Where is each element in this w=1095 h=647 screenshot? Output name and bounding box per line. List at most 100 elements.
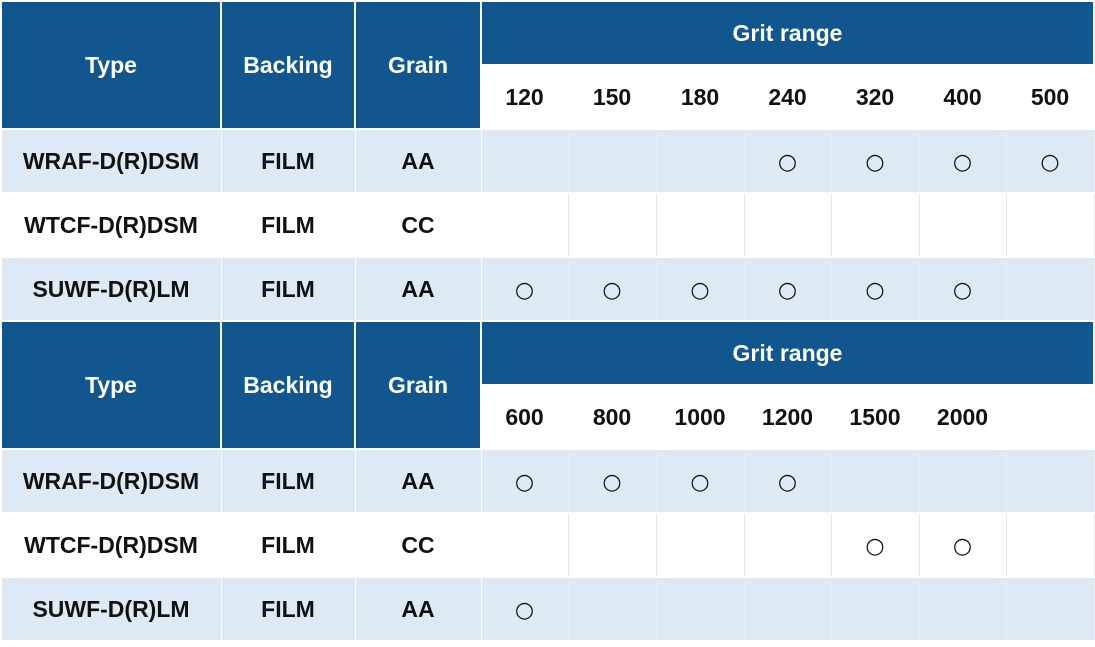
available-circle-icon: ○ xyxy=(690,469,710,495)
grit-value-header: 1200 xyxy=(743,384,832,450)
grit-value-header: 500 xyxy=(1004,64,1095,130)
availability-cell xyxy=(1005,576,1095,642)
grain-cell: CC xyxy=(354,512,482,578)
available-circle-icon: ○ xyxy=(1040,149,1060,175)
type-column-header: Type xyxy=(0,320,222,450)
availability-cell: ○ xyxy=(743,256,832,322)
availability-cell: ○ xyxy=(567,256,657,322)
grain-column-header: Grain xyxy=(354,0,482,130)
grit-value-header: 1500 xyxy=(830,384,920,450)
availability-cell xyxy=(480,128,569,194)
availability-cell xyxy=(1005,256,1095,322)
availability-cell xyxy=(567,576,657,642)
availability-cell: ○ xyxy=(830,512,920,578)
backing-column-header: Backing xyxy=(220,0,356,130)
availability-cell: ○ xyxy=(655,256,745,322)
availability-cell: ○ xyxy=(918,512,1007,578)
type-cell: WTCF-D(R)DSM xyxy=(0,192,222,258)
grit-range-header: Grit range xyxy=(479,320,1095,386)
grit-value-header: 180 xyxy=(655,64,745,130)
availability-cell xyxy=(655,512,745,578)
grain-cell: AA xyxy=(354,448,482,514)
grit-value-header: 1000 xyxy=(655,384,745,450)
available-circle-icon: ○ xyxy=(602,469,622,495)
section-header-row: Type Backing Grain Grit range xyxy=(0,0,1095,130)
grain-cell: CC xyxy=(354,192,482,258)
type-cell: WRAF-D(R)DSM xyxy=(0,448,222,514)
availability-cell xyxy=(655,192,745,258)
availability-cell xyxy=(830,448,920,514)
availability-cell: ○ xyxy=(480,576,569,642)
availability-cell xyxy=(480,192,569,258)
backing-cell: FILM xyxy=(220,192,356,258)
grit-value-header: 800 xyxy=(567,384,657,450)
availability-cell: ○ xyxy=(1005,128,1095,194)
section-header-row: Type Backing Grain Grit range xyxy=(0,320,1095,450)
backing-cell: FILM xyxy=(220,128,356,194)
available-circle-icon: ○ xyxy=(777,469,798,495)
availability-cell: ○ xyxy=(830,128,920,194)
availability-cell: ○ xyxy=(743,448,832,514)
backing-cell: FILM xyxy=(220,512,356,578)
available-circle-icon: ○ xyxy=(952,277,973,303)
availability-cell xyxy=(1005,448,1095,514)
availability-cell xyxy=(743,512,832,578)
availability-cell xyxy=(830,576,920,642)
table-row: WRAF-D(R)DSM FILM AA ○ ○ ○ ○ xyxy=(0,128,1095,194)
available-circle-icon: ○ xyxy=(514,597,535,623)
available-circle-icon: ○ xyxy=(952,533,973,559)
grit-value-header: 600 xyxy=(480,384,569,450)
availability-cell xyxy=(480,512,569,578)
availability-cell xyxy=(567,192,657,258)
table-row: WRAF-D(R)DSM FILM AA ○ ○ ○ ○ xyxy=(0,448,1095,514)
type-cell: SUWF-D(R)LM xyxy=(0,256,222,322)
grain-cell: AA xyxy=(354,576,482,642)
grit-values-row: 600 800 1000 1200 1500 2000 xyxy=(1,384,1095,450)
table-row: WTCF-D(R)DSM FILM CC ○ ○ xyxy=(0,512,1095,578)
grain-cell: AA xyxy=(354,128,482,194)
availability-cell xyxy=(1005,512,1095,578)
type-cell: WTCF-D(R)DSM xyxy=(0,512,222,578)
grit-values-row: 120 150 180 240 320 400 500 xyxy=(1,64,1095,130)
grit-value-header: 150 xyxy=(567,64,657,130)
availability-cell xyxy=(655,576,745,642)
backing-cell: FILM xyxy=(220,576,356,642)
type-cell: WRAF-D(R)DSM xyxy=(0,128,222,194)
availability-cell xyxy=(743,192,832,258)
availability-cell: ○ xyxy=(830,256,920,322)
availability-cell xyxy=(743,576,832,642)
table-row: SUWF-D(R)LM FILM AA ○ xyxy=(0,576,1095,642)
availability-cell xyxy=(918,192,1007,258)
available-circle-icon: ○ xyxy=(865,277,885,303)
grit-range-header: Grit range xyxy=(479,0,1095,66)
availability-cell: ○ xyxy=(480,256,569,322)
available-circle-icon: ○ xyxy=(602,277,622,303)
availability-cell: ○ xyxy=(480,448,569,514)
table-row: SUWF-D(R)LM FILM AA ○ ○ ○ ○ ○ ○ xyxy=(0,256,1095,322)
available-circle-icon: ○ xyxy=(865,149,885,175)
available-circle-icon: ○ xyxy=(514,469,535,495)
backing-cell: FILM xyxy=(220,256,356,322)
availability-cell xyxy=(918,448,1007,514)
grain-cell: AA xyxy=(354,256,482,322)
grit-value-header: 240 xyxy=(743,64,832,130)
availability-cell xyxy=(567,128,657,194)
type-cell: SUWF-D(R)LM xyxy=(0,576,222,642)
available-circle-icon: ○ xyxy=(777,277,798,303)
availability-cell: ○ xyxy=(743,128,832,194)
availability-cell xyxy=(567,512,657,578)
grit-value-header: 320 xyxy=(830,64,920,130)
grain-column-header: Grain xyxy=(354,320,482,450)
table-row: WTCF-D(R)DSM FILM CC xyxy=(0,192,1095,258)
type-column-header: Type xyxy=(0,0,222,130)
availability-cell xyxy=(918,576,1007,642)
available-circle-icon: ○ xyxy=(952,149,973,175)
backing-column-header: Backing xyxy=(220,320,356,450)
available-circle-icon: ○ xyxy=(690,277,710,303)
availability-cell: ○ xyxy=(918,128,1007,194)
available-circle-icon: ○ xyxy=(777,149,798,175)
available-circle-icon: ○ xyxy=(514,277,535,303)
grit-value-header xyxy=(1004,384,1095,450)
